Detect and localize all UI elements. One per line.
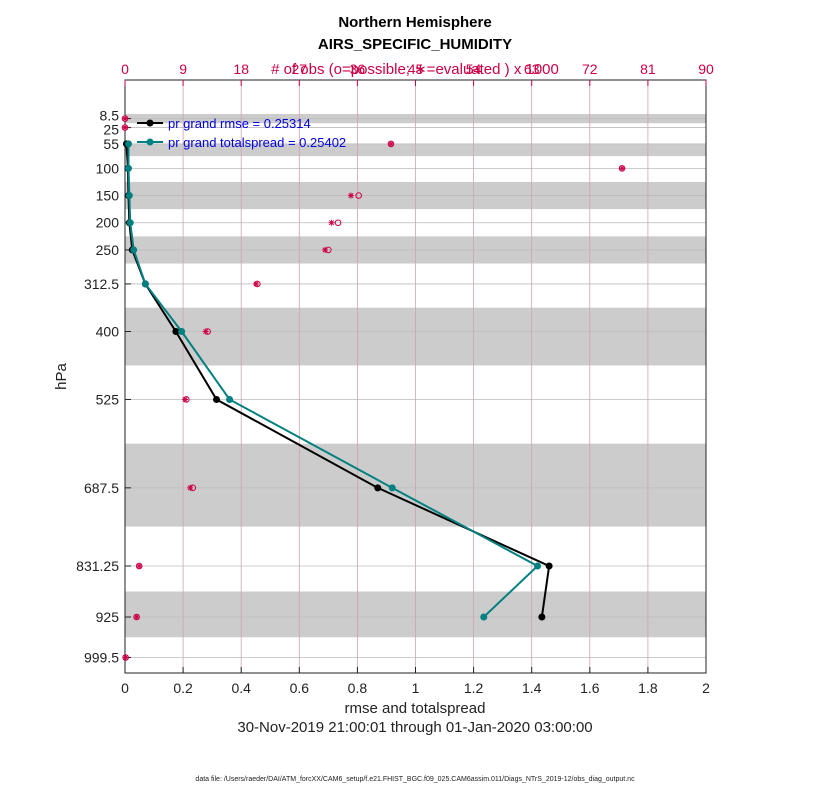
left-tick-label-2: 55 [103,136,119,152]
series-1-point-0 [124,140,132,148]
series-1-point-7 [226,395,234,403]
series-line-1 [127,143,540,618]
obs-evaluated-marker-11 [136,563,143,570]
series-line-0 [125,143,551,618]
obs-possible-marker-5 [334,219,342,227]
obs-evaluated-marker-6 [322,246,329,253]
series-1-point-5 [141,280,149,288]
obs-evaluated-marker-12 [133,613,140,620]
obs-evaluated-marker-7 [253,280,260,287]
legend-marker-1 [146,138,154,146]
bottom-tick-label-6: 1.2 [464,680,484,696]
left-tick-label-11: 831.25 [76,558,119,574]
series-0-point-7 [213,395,221,403]
top-tick-label-4: 36 [350,61,366,77]
series-1-point-6 [178,328,186,336]
bottom-tick-label-0: 0 [121,680,129,696]
left-tick-label-3: 100 [96,160,120,176]
obs-evaluated-marker-1 [122,124,128,131]
top-tick-label-1: 9 [179,61,187,77]
top-tick-label-2: 18 [233,61,249,77]
obs-possible-marker-4 [355,192,362,199]
obs-evaluated-marker-9 [182,396,189,403]
date-range: 30-Nov-2019 21:00:01 through 01-Jan-2020… [237,719,593,736]
bottom-tick-label-4: 0.8 [348,680,368,696]
series-0-point-8 [374,484,382,492]
left-tick-label-1: 25 [103,122,119,138]
obs-evaluated-marker-13 [122,654,129,661]
obs-evaluated-marker-10 [187,484,194,491]
obs-evaluated-marker-3 [619,165,626,172]
bottom-tick-label-3: 0.6 [290,680,310,696]
obs-evaluated-marker-2 [387,140,394,147]
series-1-point-3 [126,219,134,227]
series-0-point-6 [172,328,180,336]
left-tick-label-6: 250 [96,242,120,258]
left-tick-label-9: 525 [96,391,120,407]
left-tick-label-8: 400 [96,324,120,340]
top-tick-label-7: 63 [524,61,540,77]
series-1-point-2 [125,192,133,200]
top-axis-label: # of obs (o=possible; ∗=evaluated ) x 10… [271,61,559,78]
data-file-note: data file: /Users/raeder/DAI/ATM_forcXX/… [195,776,635,783]
legend-label-1: pr grand totalspread = 0.25402 [168,135,346,150]
bottom-tick-label-8: 1.6 [580,680,600,696]
left-tick-label-0: 8.5 [100,108,120,124]
obs-evaluated-marker-8 [202,328,209,335]
legend-label-0: pr grand rmse = 0.25314 [168,116,311,131]
top-tick-label-0: 0 [121,61,129,77]
series-0-point-9 [545,562,553,570]
series-0-point-10 [538,613,546,621]
bottom-tick-label-10: 2 [702,680,710,696]
bottom-tick-label-7: 1.4 [522,680,542,696]
series-1-point-10 [480,613,488,621]
left-tick-label-10: 687.5 [84,480,119,496]
obs-evaluated-marker-4 [347,192,354,199]
chart-title: Northern Hemisphere [338,14,492,31]
top-tick-label-8: 72 [582,61,598,77]
top-tick-label-5: 45 [408,61,424,77]
left-tick-label-4: 150 [96,188,120,204]
bottom-tick-label-9: 1.8 [638,680,658,696]
obs-evaluated-marker-0 [122,115,128,122]
top-tick-label-3: 27 [292,61,308,77]
series-1-point-4 [130,246,138,254]
legend-marker-0 [146,119,154,127]
chart-subtitle: AIRS_SPECIFIC_HUMIDITY [317,36,513,53]
top-tick-label-10: 90 [698,61,714,77]
series-1-point-8 [388,484,396,492]
top-tick-label-9: 81 [640,61,656,77]
left-tick-label-5: 200 [96,215,120,231]
series-1-point-9 [534,562,542,570]
y-axis-label: hPa [53,363,70,390]
left-tick-label-7: 312.5 [84,276,119,292]
series-1-point-1 [124,164,132,172]
left-tick-label-12: 925 [96,609,120,625]
bottom-tick-label-2: 0.4 [231,680,251,696]
x-axis-label: rmse and totalspread [344,700,486,717]
bottom-tick-label-5: 1 [412,680,420,696]
bottom-tick-label-1: 0.2 [173,680,193,696]
obs-evaluated-marker-5 [328,219,335,226]
left-tick-label-13: 999.5 [84,650,119,666]
top-tick-label-6: 54 [466,61,482,77]
